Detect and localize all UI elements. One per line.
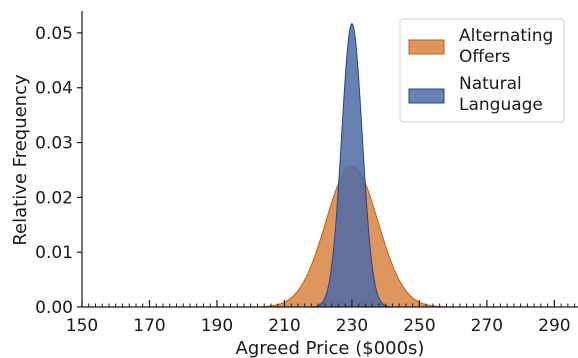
- y-axis-label: Relative Frequency: [10, 74, 31, 246]
- x-tick-label: 290: [538, 316, 570, 336]
- x-tick-label: 190: [201, 316, 233, 336]
- y-tick-label: 0.00: [35, 298, 73, 318]
- y-axis-ticks: 0.00 0.01 0.02 0.03 0.04 0.05: [35, 24, 82, 318]
- y-tick-label: 0.04: [35, 79, 73, 99]
- x-tick-label: 250: [403, 316, 435, 336]
- legend-swatch-natural-language: [408, 88, 445, 104]
- x-tick-label: 270: [471, 316, 503, 336]
- axes: [81, 11, 578, 308]
- legend-label-alternating-offers-line2: Offers: [459, 47, 511, 67]
- x-tick-label: 230: [336, 316, 368, 336]
- x-axis-label: Agreed Price ($000s): [236, 338, 425, 358]
- legend-swatch-alternating-offers: [408, 39, 445, 55]
- y-tick-label: 0.01: [35, 243, 73, 263]
- legend-label-natural-language-line1: Natural: [459, 74, 522, 94]
- legend-label-natural-language-line2: Language: [459, 95, 543, 115]
- x-tick-label: 170: [133, 316, 165, 336]
- y-tick-label: 0.02: [35, 188, 73, 208]
- x-axis-ticks: 150 170 190 210 230 250 270 290: [66, 300, 576, 336]
- x-tick-label: 210: [268, 316, 300, 336]
- y-tick-label: 0.03: [35, 134, 73, 154]
- legend: Alternating Offers Natural Language: [399, 18, 565, 123]
- y-tick-label: 0.05: [35, 24, 73, 44]
- legend-label-alternating-offers-line1: Alternating: [459, 26, 553, 46]
- x-tick-label: 150: [66, 316, 98, 336]
